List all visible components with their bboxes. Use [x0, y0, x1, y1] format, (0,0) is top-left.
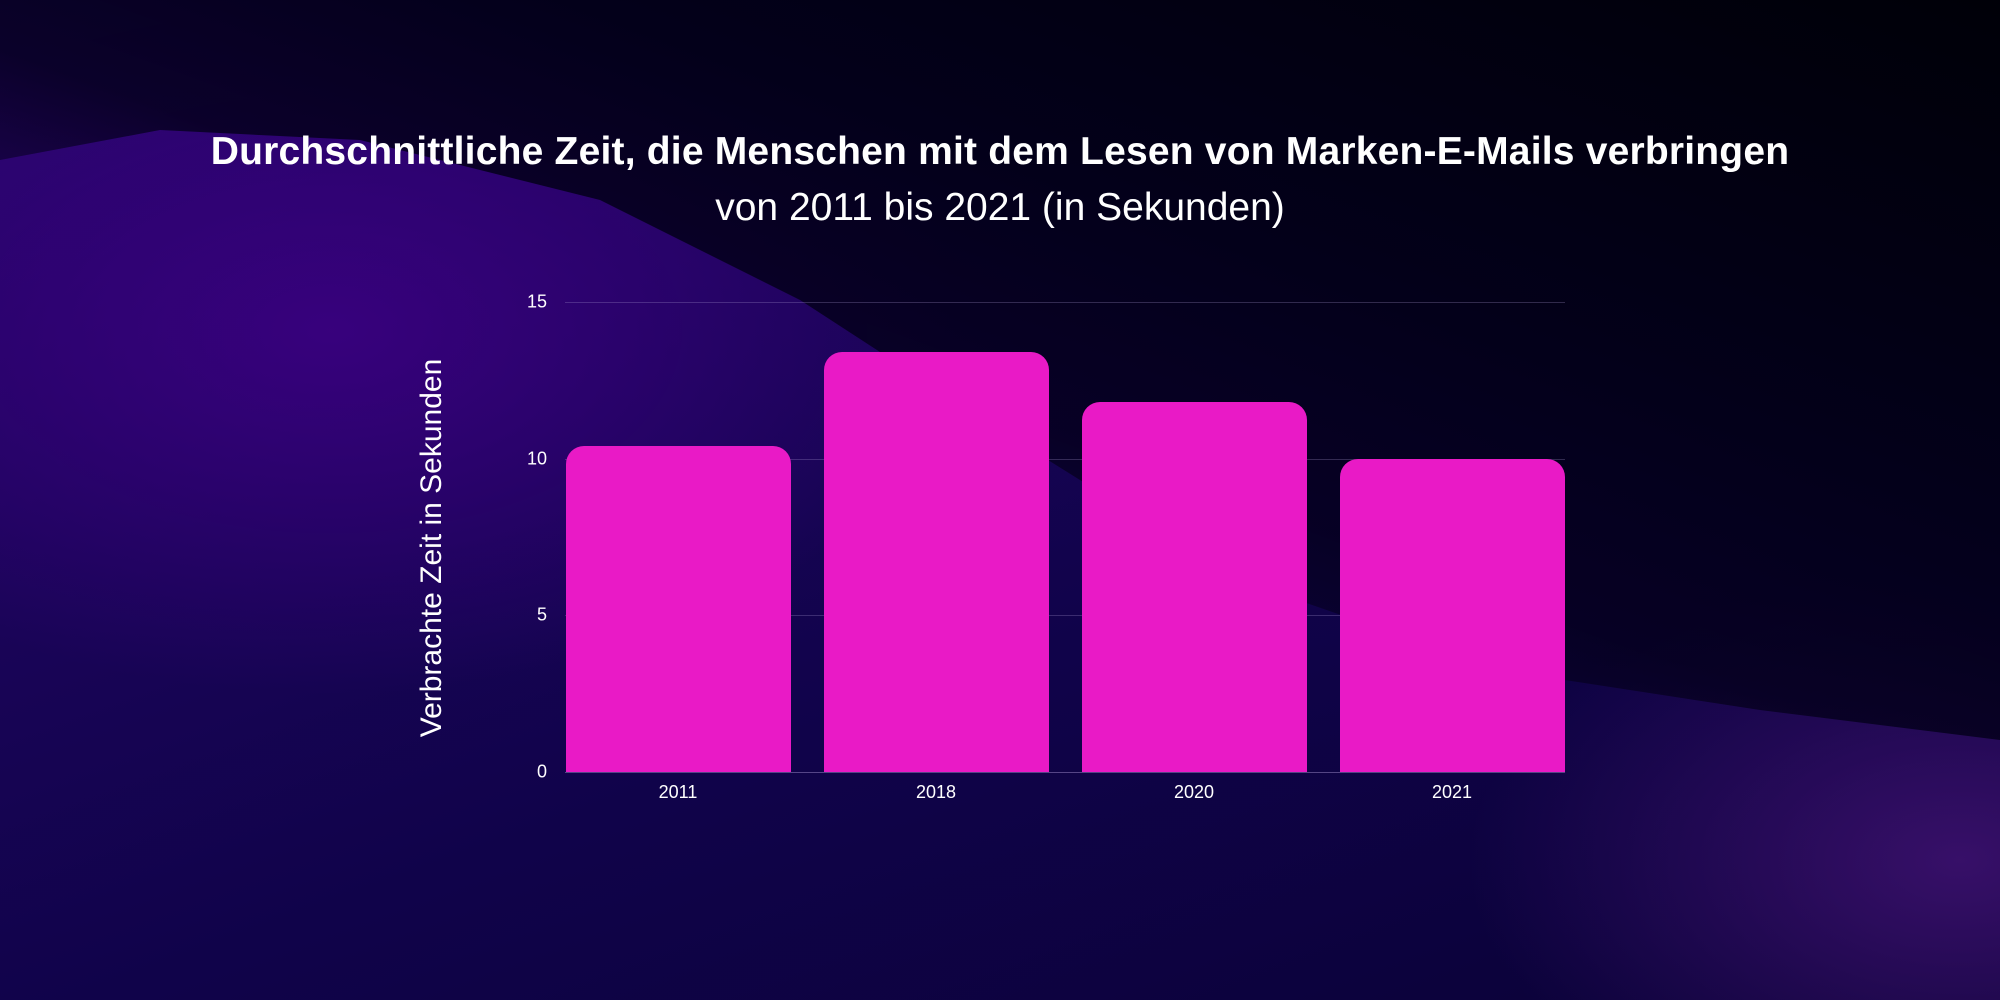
- gridline: [565, 302, 1565, 303]
- chart-subtitle: von 2011 bis 2021 (in Sekunden): [715, 186, 1285, 229]
- y-tick-label: 5: [536, 604, 547, 625]
- gridline: [565, 458, 1565, 460]
- y-tick-label: 10: [526, 448, 547, 469]
- y-axis-label: Verbrachte Zeit in Sekunden: [415, 358, 448, 738]
- x-tick-label: 2018: [915, 782, 957, 802]
- x-tick-label: 2020: [1173, 782, 1215, 802]
- y-tick-label: 15: [526, 291, 547, 312]
- y-tick-label: 0: [536, 761, 547, 782]
- bar-2011[interactable]: [565, 446, 791, 772]
- x-tick-label: 2021: [1431, 782, 1473, 802]
- x-tick-label: 2011: [658, 782, 698, 802]
- chart-title: Durchschnittliche Zeit, die Menschen mit…: [210, 130, 1790, 173]
- x-axis-baseline: [565, 772, 1565, 773]
- gridline: [565, 615, 1565, 617]
- bar-2018[interactable]: [823, 352, 1049, 772]
- plot-area: 0 5 10 15 2011 2018 2020 2021: [527, 292, 1565, 802]
- bar-2021[interactable]: [1339, 458, 1565, 772]
- bar-2020[interactable]: [1081, 402, 1307, 772]
